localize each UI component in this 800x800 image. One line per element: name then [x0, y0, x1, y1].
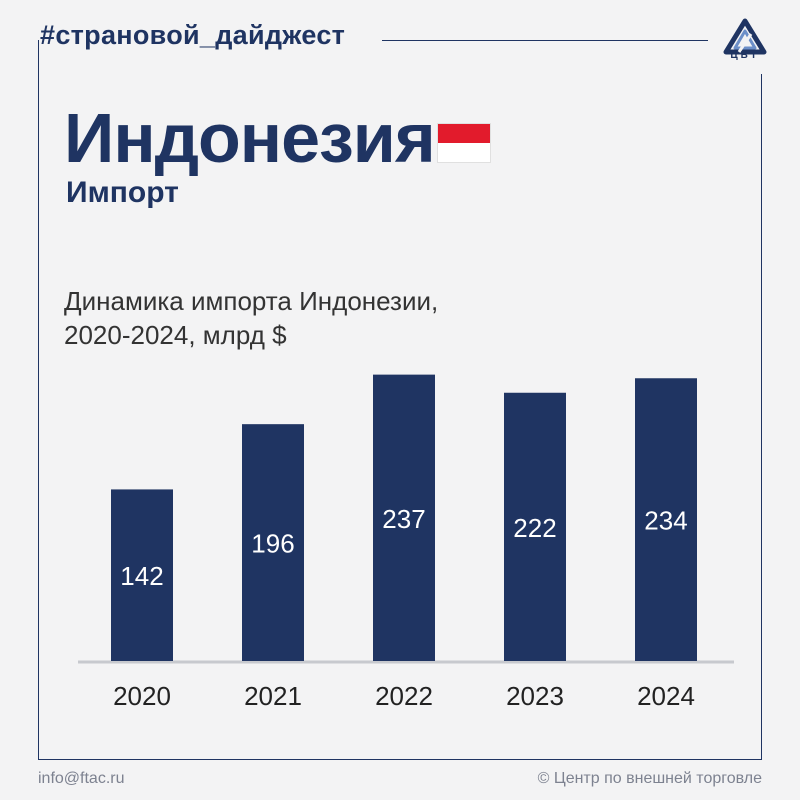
- bar-2020: [111, 489, 173, 661]
- bar-value-label-2023: 222: [513, 513, 556, 543]
- indonesia-flag-icon: [437, 123, 491, 163]
- x-tick-label-2020: 2020: [113, 681, 171, 711]
- bar-value-label-2020: 142: [120, 561, 163, 591]
- bar-value-label-2024: 234: [644, 506, 687, 536]
- bar-2021: [242, 424, 304, 661]
- bar-2022: [373, 374, 435, 661]
- bar-2023: [504, 392, 566, 661]
- x-tick-label-2023: 2023: [506, 681, 564, 711]
- ftac-logo-icon: [723, 18, 767, 55]
- footer-email: info@ftac.ru: [38, 770, 125, 787]
- chart-title: Динамика импорта Индонезии, 2020-2024, м…: [64, 284, 438, 352]
- footer-copyright: © Центр по внешней торговле: [537, 770, 762, 787]
- bar-value-label-2021: 196: [251, 529, 294, 559]
- hashtag-title: #страновой_дайджест: [40, 20, 346, 50]
- flag-white-stripe: [438, 143, 490, 162]
- bar-2024: [635, 378, 697, 661]
- flag-red-stripe: [438, 124, 490, 143]
- chart-title-line-2: 2020-2024, млрд $: [64, 320, 287, 350]
- country-name: Индонезия: [64, 99, 436, 177]
- header-divider: [382, 40, 708, 41]
- frame-bottom-border: [38, 759, 762, 760]
- x-tick-label-2021: 2021: [244, 681, 302, 711]
- x-tick-label-2022: 2022: [375, 681, 433, 711]
- section-subtitle: Импорт: [66, 176, 179, 209]
- frame-right-border: [761, 74, 762, 760]
- logo-text: ЦВТ: [730, 50, 760, 61]
- x-tick-label-2024: 2024: [637, 681, 695, 711]
- bar-value-label-2022: 237: [382, 504, 425, 534]
- chart-title-line-1: Динамика импорта Индонезии,: [64, 286, 439, 316]
- frame-left-border: [38, 40, 39, 760]
